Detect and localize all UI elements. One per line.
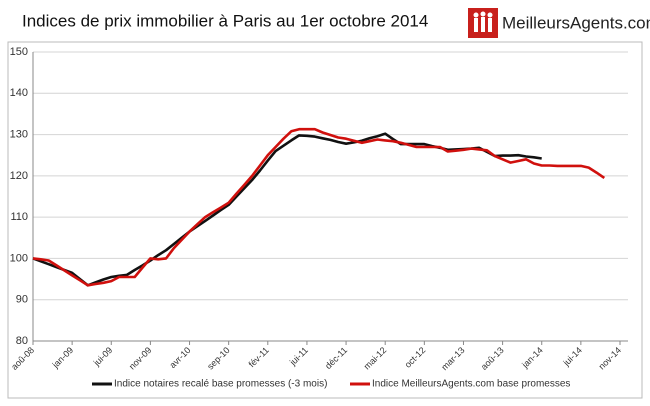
logo-text: MeilleursAgents.com: [502, 13, 650, 32]
chart-title: Indices de prix immobilier à Paris au 1e…: [22, 11, 428, 30]
x-tick-label: jui-09: [91, 345, 114, 368]
x-tick-label: fév-11: [247, 345, 271, 369]
legend-label: Indice MeilleursAgents.com base promesse…: [372, 379, 570, 390]
x-tick-label: aoû-08: [9, 345, 36, 372]
y-tick-label: 90: [16, 294, 28, 306]
y-tick-label: 130: [10, 128, 28, 140]
x-tick-label: mai-12: [362, 345, 389, 372]
x-tick-label: jui-14: [561, 345, 584, 368]
y-tick-label: 120: [10, 170, 28, 182]
y-tick-label: 140: [10, 87, 28, 99]
series-line: [32, 132, 542, 287]
x-tick-label: avr-10: [168, 345, 193, 370]
x-tick-label: nov-09: [127, 345, 154, 372]
x-tick-label: jan-14: [519, 345, 544, 370]
x-tick-label: aoû-13: [479, 345, 506, 372]
x-tick-label: sep-10: [205, 345, 232, 372]
chart-frame: [7, 41, 643, 399]
logo-figures: [473, 11, 493, 32]
legend-label: Indice notaires recalé base promesses (-…: [114, 379, 327, 390]
y-tick-label: 110: [10, 211, 28, 223]
x-tick-label: mar-13: [439, 345, 466, 372]
x-tick-label: jui-11: [287, 345, 310, 368]
y-tick-label: 150: [10, 46, 28, 58]
series-line: [32, 127, 606, 287]
y-tick-label: 100: [10, 252, 28, 264]
x-tick-label: oct-12: [403, 345, 428, 370]
x-tick-label: nov-14: [597, 345, 624, 372]
y-tick-label: 80: [16, 335, 28, 347]
x-tick-label: jan-09: [50, 345, 75, 370]
x-tick-label: déc-11: [323, 345, 349, 371]
